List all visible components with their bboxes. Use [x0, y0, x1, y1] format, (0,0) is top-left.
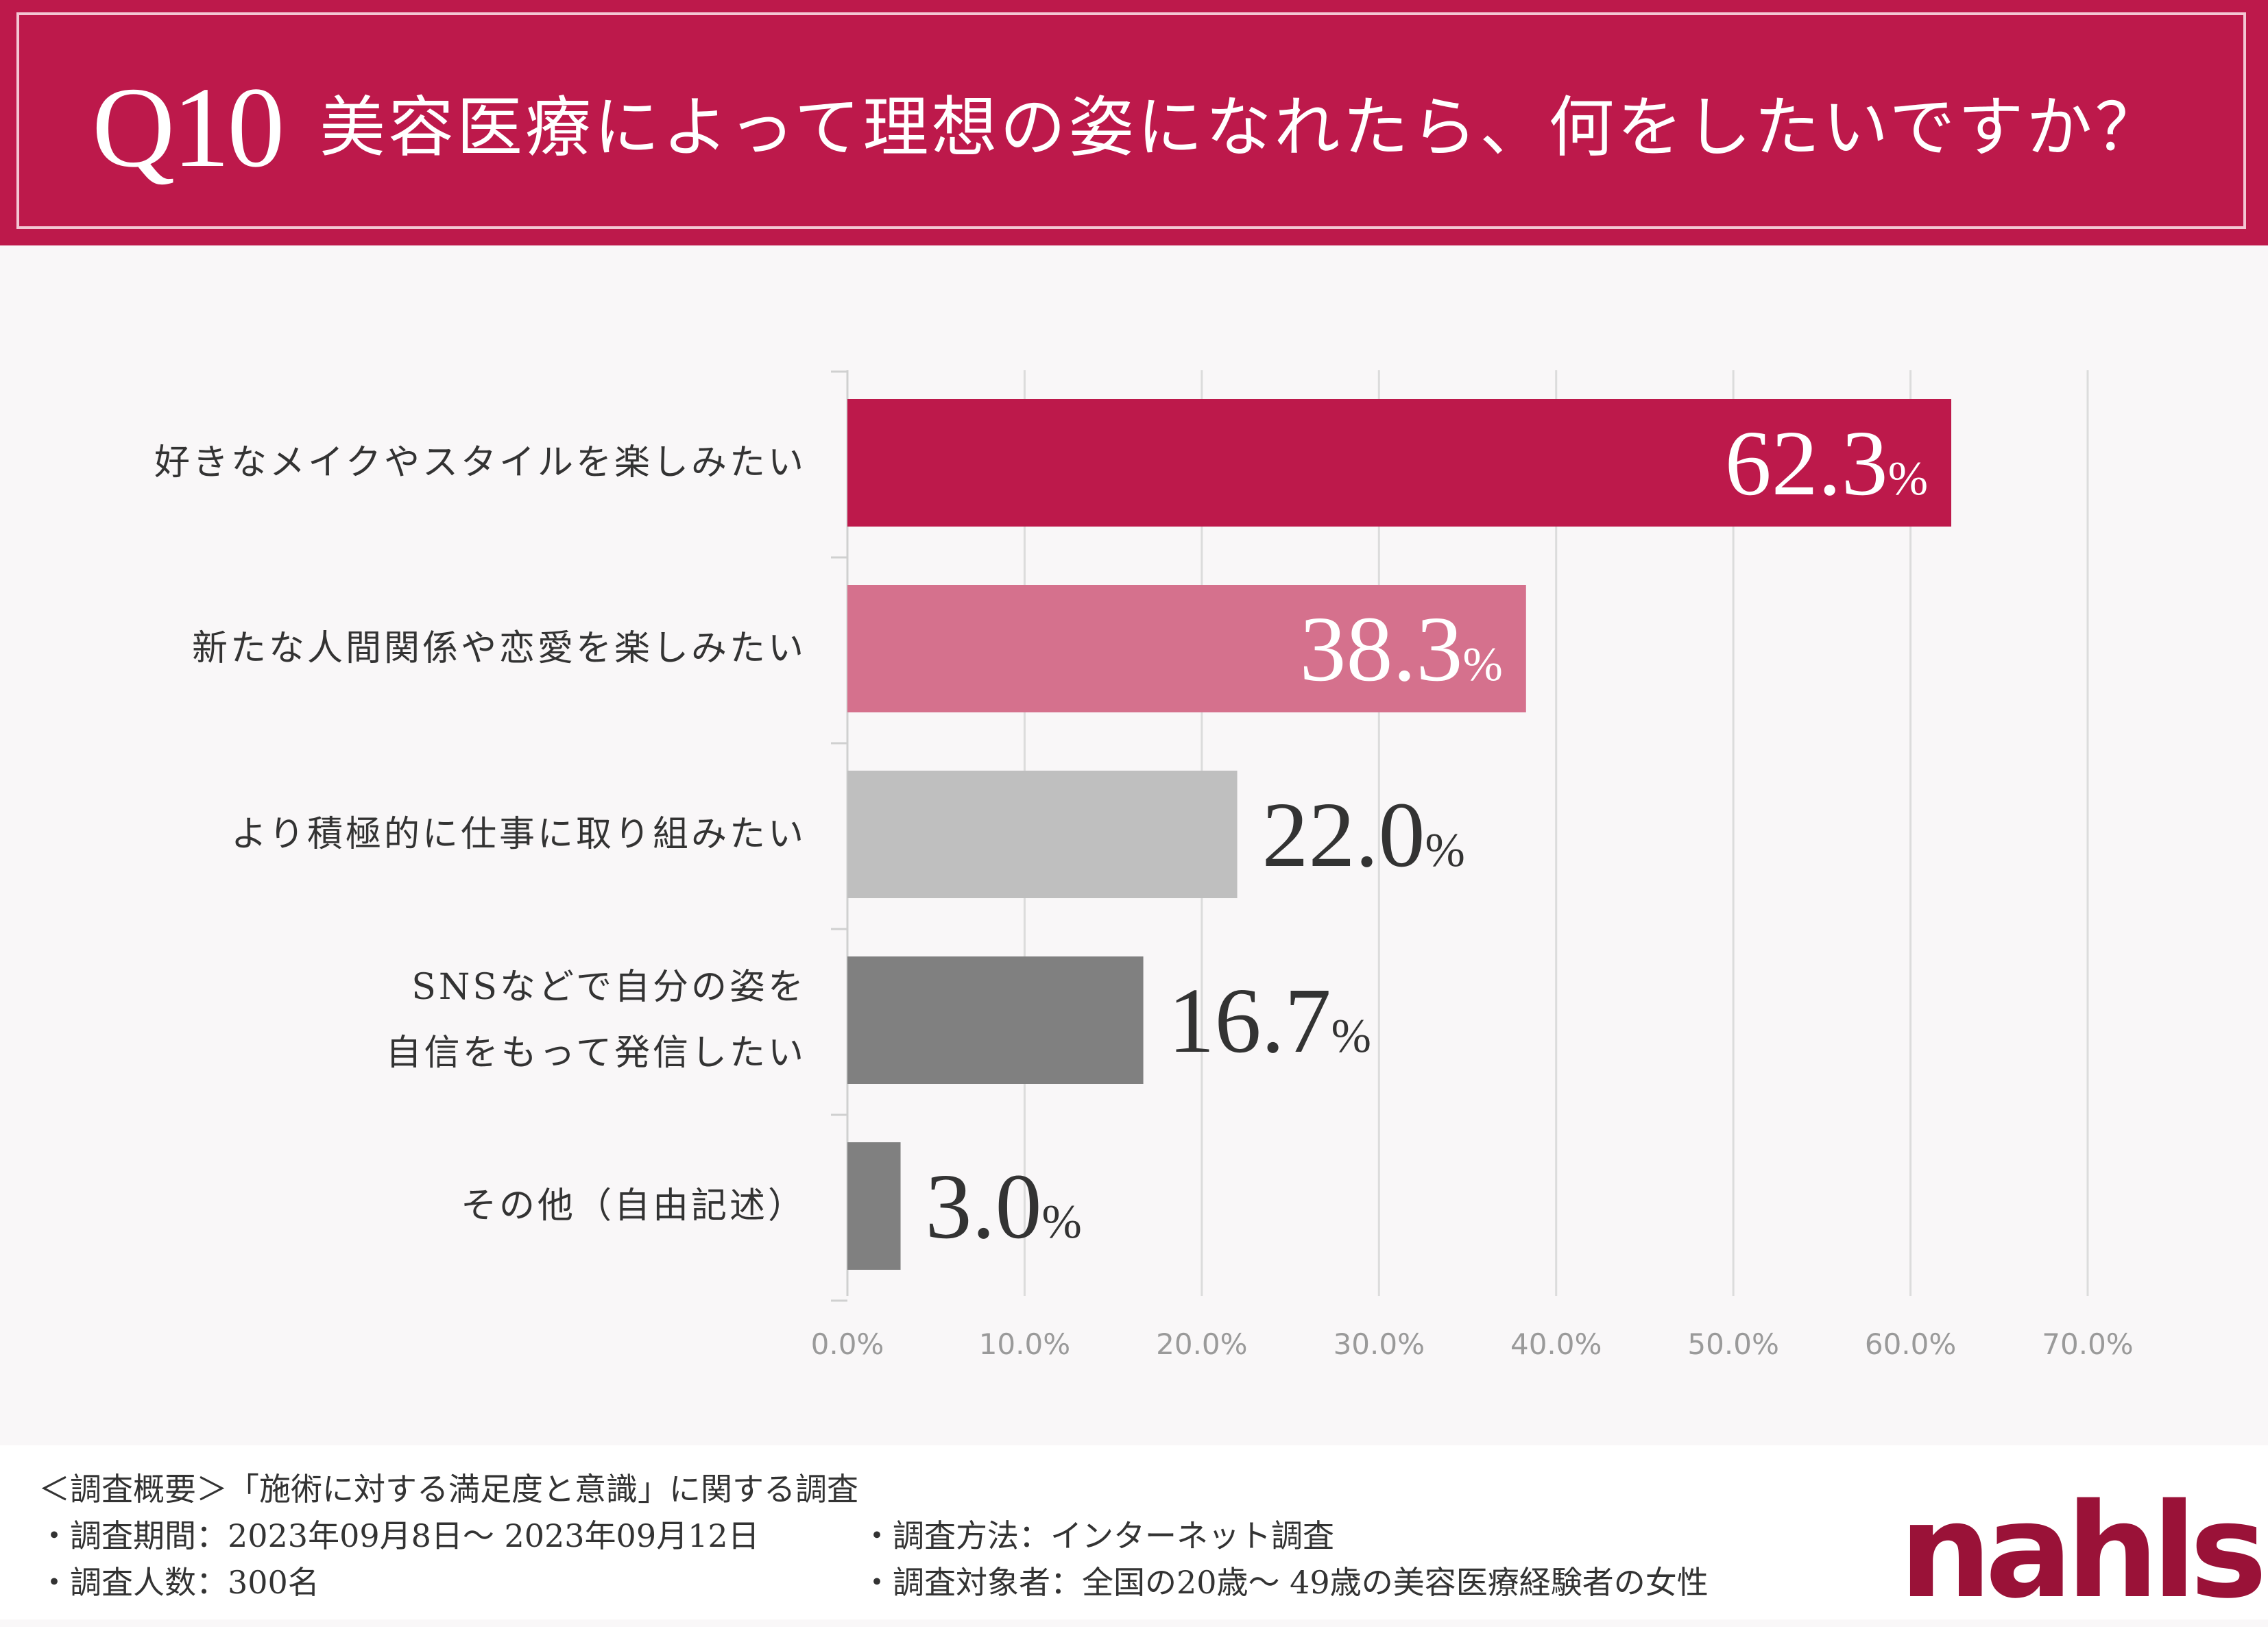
header-banner: Q10 美容医療によって理想の姿になれたら、何をしたいですか？ [0, 0, 2268, 245]
category-label: より積極的に仕事に取り組みたい [231, 814, 806, 855]
category-label: 好きなメイクやスタイルを楽しみたい [154, 442, 806, 483]
survey-count: ・調査人数：300名 [38, 1564, 319, 1601]
question-number: Q10 [92, 64, 285, 191]
bar [847, 956, 1144, 1084]
bar-chart: 0.0% 10.0% 20.0% 30.0% 40.0% 50.0% 60.0% 70.0% 6… [811, 370, 2134, 1361]
survey-period: ・調査期間：2023年09月8日〜 2023年09月12日 [38, 1517, 760, 1554]
bar [847, 585, 1526, 712]
data-label: 22.0% [1262, 784, 1465, 887]
bar [847, 399, 1952, 527]
nahls-logo: nahls [1899, 1475, 2267, 1627]
x-tick-label: 60.0% [1865, 1327, 1956, 1361]
x-tick-label: 0.0% [811, 1327, 884, 1361]
survey-target: ・調査対象者：全国の20歳〜 49歳の美容医療経験者の女性 [861, 1564, 1709, 1601]
bar [847, 771, 1238, 898]
x-tick-label: 20.0% [1156, 1327, 1247, 1361]
question-title: 美容医療によって理想の姿になれたら、何をしたいですか？ [319, 89, 2164, 166]
category-label: 新たな人間関係や恋愛を楽しみたい [191, 628, 806, 669]
x-tick-label: 30.0% [1334, 1327, 1425, 1361]
x-tick-label: 40.0% [1510, 1327, 1602, 1361]
category-label: SNSなどで自分の姿を [411, 967, 806, 1008]
survey-overview: ＜調査概要＞「施術に対する満足度と意識」に関する調査 [38, 1471, 858, 1508]
category-label: その他（自由記述） [460, 1185, 806, 1227]
x-tick-label: 70.0% [2042, 1327, 2133, 1361]
data-label: 62.3% [1725, 412, 1928, 515]
bar [847, 1142, 901, 1270]
footer [0, 1445, 2268, 1619]
category-label: 自信をもって発信したい [385, 1033, 806, 1074]
data-label: 38.3% [1299, 598, 1502, 701]
x-tick-label: 10.0% [979, 1327, 1070, 1361]
survey-method: ・調査方法：インターネット調査 [861, 1517, 1334, 1554]
data-label: 3.0% [926, 1155, 1082, 1258]
x-tick-label: 50.0% [1687, 1327, 1778, 1361]
header-frame [16, 12, 2246, 229]
data-label: 16.7% [1168, 969, 1371, 1072]
